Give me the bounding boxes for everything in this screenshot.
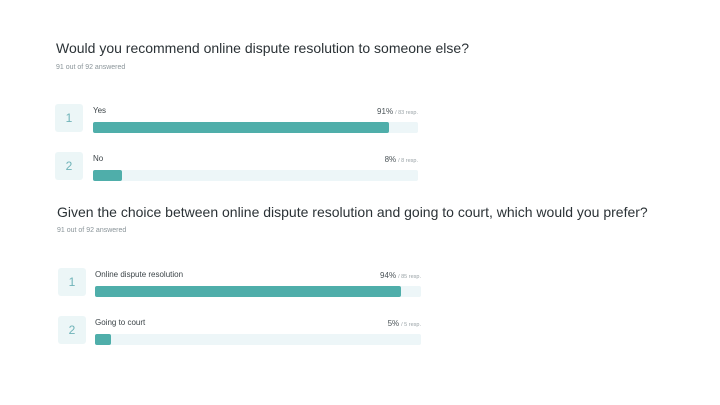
percent-value: 5% bbox=[387, 319, 400, 328]
option-percent: 8%/ 8 resp. bbox=[385, 155, 418, 164]
option-percent: 94%/ 85 resp. bbox=[380, 271, 421, 280]
question-title: Would you recommend online dispute resol… bbox=[56, 40, 469, 56]
response-count: / 85 resp. bbox=[398, 274, 421, 280]
option-label: Yes bbox=[93, 106, 107, 115]
response-count: / 8 resp. bbox=[398, 158, 418, 164]
result-bar-track bbox=[95, 334, 421, 345]
option-number: 2 bbox=[58, 316, 86, 344]
answered-count: 91 out of 92 answered bbox=[57, 227, 127, 234]
result-bar-track bbox=[95, 286, 421, 297]
option-label: Online dispute resolution bbox=[95, 270, 184, 279]
result-bar-track bbox=[93, 170, 418, 181]
option-label: No bbox=[93, 154, 104, 163]
percent-value: 8% bbox=[384, 155, 397, 164]
result-bar-fill bbox=[93, 170, 123, 181]
result-bar-track bbox=[93, 122, 418, 133]
response-count: / 5 resp. bbox=[401, 322, 421, 328]
result-bar-fill bbox=[95, 334, 112, 345]
question-title: Given the choice between online dispute … bbox=[57, 204, 648, 220]
result-bar-fill bbox=[95, 286, 402, 297]
option-percent: 5%/ 5 resp. bbox=[388, 319, 421, 328]
option-number: 1 bbox=[58, 268, 86, 296]
percent-value: 94% bbox=[380, 271, 397, 280]
response-count: / 83 resp. bbox=[395, 110, 418, 116]
option-number: 1 bbox=[55, 104, 83, 132]
result-bar-fill bbox=[93, 122, 389, 133]
option-percent: 91%/ 83 resp. bbox=[377, 107, 418, 116]
percent-value: 91% bbox=[377, 107, 394, 116]
option-number: 2 bbox=[55, 152, 83, 180]
answered-count: 91 out of 92 answered bbox=[56, 64, 126, 71]
option-label: Going to court bbox=[95, 318, 146, 327]
